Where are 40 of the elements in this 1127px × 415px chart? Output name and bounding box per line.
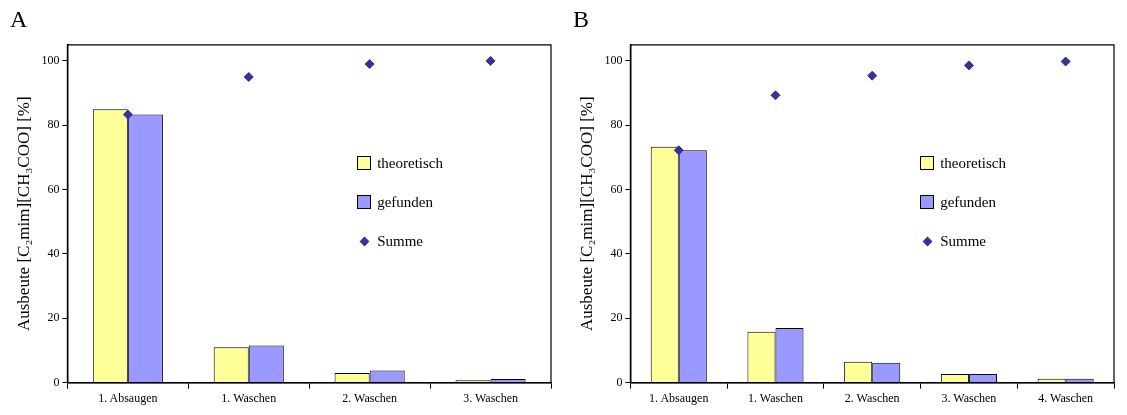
y-tick-label: 40 <box>610 246 623 261</box>
point <box>673 145 684 156</box>
x-tick-label: 3. Waschen <box>463 390 518 405</box>
legend-label: theoretisch <box>377 154 443 172</box>
y-tick-label: 100 <box>604 53 623 68</box>
x-tick-label: 1. Waschen <box>748 390 803 405</box>
legend-label: gefunden <box>940 193 996 211</box>
y-tick-label: 20 <box>610 310 623 325</box>
point <box>485 55 496 66</box>
y-tick-label: 20 <box>47 310 60 325</box>
point <box>364 59 375 70</box>
legend-label: theoretisch <box>940 154 1006 172</box>
y-tick-label: 40 <box>47 246 60 261</box>
chart-title: B <box>573 5 590 32</box>
point <box>963 60 974 71</box>
x-tick-label: 1. Waschen <box>221 390 277 405</box>
x-tick-label: 1. Absaugen <box>649 390 709 405</box>
y-tick-label: 100 <box>41 53 60 68</box>
y-axis-title: Ausbeute [C₂mim][CH₃COO] [%] <box>13 96 33 332</box>
point <box>122 109 133 120</box>
y-tick-label: 0 <box>616 374 623 389</box>
point <box>770 90 781 101</box>
y-tick-label: 0 <box>53 374 60 389</box>
legend-label: gefunden <box>377 193 433 211</box>
y-axis-title: Ausbeute [C₂mim][CH₃COO] [%] <box>576 96 596 332</box>
legend-label: Summe <box>940 232 987 250</box>
y-tick-label: 60 <box>47 181 60 196</box>
x-tick-label: 4. Waschen <box>1038 390 1094 405</box>
point <box>1060 56 1071 67</box>
x-tick-label: 2. Waschen <box>844 390 900 405</box>
chart-title: A <box>10 5 28 32</box>
y-tick-label: 80 <box>47 117 60 132</box>
y-tick-label: 60 <box>610 181 623 196</box>
point <box>243 71 254 82</box>
point <box>867 70 878 81</box>
x-tick-label: 1. Absaugen <box>98 390 158 405</box>
y-tick-label: 80 <box>610 117 623 132</box>
x-tick-label: 3. Waschen <box>941 390 997 405</box>
x-tick-label: 2. Waschen <box>342 390 398 405</box>
legend-label: Summe <box>377 232 424 250</box>
